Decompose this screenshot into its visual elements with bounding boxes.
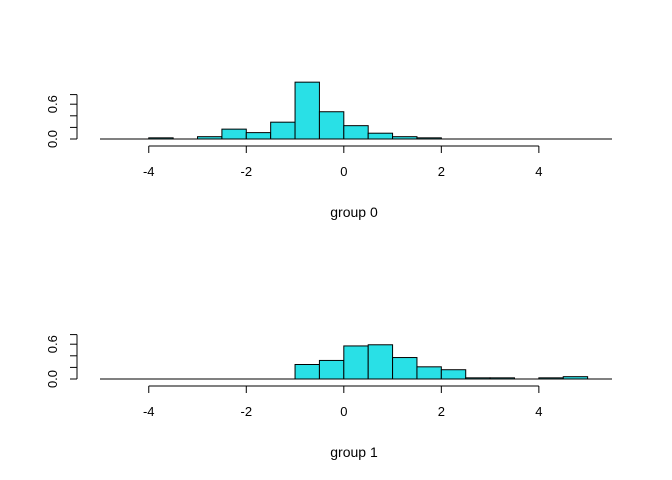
histogram-bar: [245, 132, 272, 140]
x-tick-label: -2: [241, 164, 253, 179]
x-tick-label: 0: [340, 164, 347, 179]
y-tick-label: 0.6: [45, 335, 60, 353]
histogram-bar: [270, 121, 296, 140]
histogram-panel-group-0: -4 -2 0 2 4 0.0 0.6 group 0: [45, 81, 612, 220]
y-tick-label: 0.0: [45, 130, 60, 148]
x-tick-label: 2: [438, 164, 445, 179]
y-tick-label: 0.0: [45, 370, 60, 388]
x-axis-title: group 1: [330, 444, 378, 460]
histogram-bar: [416, 366, 442, 380]
histogram-bar: [343, 125, 369, 140]
x-tick-label: -4: [143, 404, 155, 419]
x-axis-title: group 0: [330, 204, 378, 220]
histogram-bar: [392, 357, 418, 380]
histogram-bar: [465, 377, 491, 380]
x-tick-label: 0: [340, 404, 347, 419]
histogram-bar: [416, 137, 442, 140]
histogram-bar: [538, 377, 564, 380]
histogram-bar: [367, 132, 394, 140]
histogram-bar: [197, 136, 223, 140]
histogram-bar: [562, 376, 589, 380]
histogram-bar: [367, 344, 394, 380]
histogram-bar: [489, 377, 515, 380]
histogram-bar: [294, 81, 320, 140]
histogram-bar: [318, 359, 345, 380]
histogram-bar: [148, 137, 174, 140]
histogram-bar: [440, 369, 467, 380]
histogram-bar: [318, 111, 345, 140]
histogram-bar: [392, 136, 418, 140]
histogram-bar: [343, 345, 369, 380]
x-tick-label: -2: [241, 404, 253, 419]
histogram-bar: [294, 364, 320, 380]
x-tick-label: 4: [535, 404, 542, 419]
histogram-panel-group-1: -4 -2 0 2 4 0.0 0.6 group 1: [45, 334, 612, 460]
x-tick-label: -4: [143, 164, 155, 179]
histogram-bar: [221, 128, 247, 140]
x-tick-label: 4: [535, 164, 542, 179]
x-tick-label: 2: [438, 404, 445, 419]
y-tick-label: 0.6: [45, 95, 60, 113]
